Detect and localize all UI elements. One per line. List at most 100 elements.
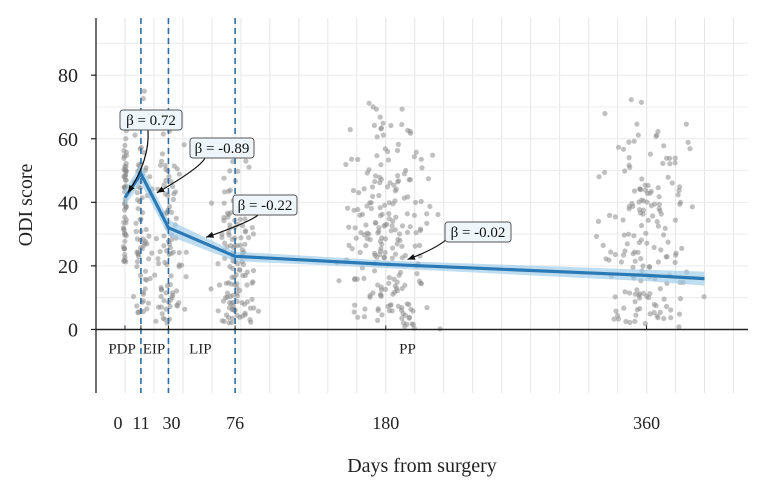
scatter-point [143,226,149,233]
scatter-point [672,155,678,161]
scatter-point [390,245,396,251]
scatter-point [385,303,391,309]
scatter-point [401,171,407,177]
scatter-point [121,258,127,264]
scatter-point [378,287,385,293]
annotation-arrowhead [407,254,416,260]
scatter-point [615,316,622,322]
phase-label: LIP [189,341,212,357]
scatter-point [153,236,159,242]
scatter-point [380,132,386,138]
scatter-point [419,165,425,171]
scatter-point [183,249,189,255]
scatter-point [242,312,248,318]
annotation-label: β = -0.89 [195,141,250,157]
scatter-point [600,242,606,248]
scatter-point [152,272,158,278]
scatter-point [375,307,381,313]
scatter-point [396,178,402,184]
scatter-point [663,303,670,310]
scatter-point [396,231,403,237]
scatter-point [382,222,388,228]
x-tick-label: 76 [226,413,244,433]
scatter-point [366,100,372,106]
scatter-point [362,306,368,312]
scatter-point [669,180,675,186]
scatter-point [638,187,644,193]
scatter-point [632,318,638,324]
scatter-point [388,122,394,129]
scatter-point [689,204,695,210]
scatter-point [134,236,140,242]
scatter-point [158,293,164,300]
scatter-point [372,173,379,179]
scatter-point [595,218,602,224]
fit-line [123,172,705,281]
scatter-point [378,292,384,298]
scatter-point [368,205,374,212]
scatter-point [632,291,638,297]
scatter-point [632,299,638,305]
scatter-point [401,195,407,201]
scatter-point [621,305,627,311]
scatter-point [622,289,628,295]
scatter-point [677,296,684,302]
scatter-point [158,158,165,164]
scatter-point [208,286,214,292]
y-tick-label: 20 [58,256,78,278]
scatter-point [137,272,144,279]
scatter-point [242,228,249,234]
scatter-point [168,178,174,184]
phase-label: PP [399,341,416,357]
scatter-point [381,202,388,208]
scatter-point [363,243,369,249]
scatter-point [626,155,632,161]
scatter-point [386,211,392,217]
scatter-point [615,144,622,150]
scatter-point [643,230,649,236]
scatter-point [418,280,424,286]
scatter-point [644,293,650,299]
scatter-point [232,243,238,249]
scatter-point [224,210,231,216]
scatter-point [121,148,127,154]
scatter-point [656,194,662,200]
scatter-point [628,97,634,103]
annotation-arrowhead [156,186,165,193]
scatter-point [672,259,678,266]
scatter-point [351,309,357,315]
scatter-point [387,180,393,186]
scatter-point [677,199,684,205]
annotation-arrowhead [206,231,215,238]
scatter-point [227,222,233,228]
scatter-point [372,250,378,256]
scatter-point [620,252,627,258]
scatter-point [685,139,691,145]
scatter-point [255,308,262,314]
scatter-point [634,287,640,293]
scatter-point [249,225,255,231]
scatter-point [246,164,252,170]
scatter-point [701,294,707,300]
scatter-point [166,173,172,180]
labels: Days from surgery ODI score [15,164,497,477]
scatter-point [380,120,386,126]
scatter-point [647,264,653,270]
scatter-point [603,256,609,262]
scatter-point [612,294,618,300]
scatter-point [122,238,128,244]
scatter-point [236,267,242,273]
scatter-point [123,161,129,167]
scatter-point [612,214,619,220]
scatter-point [237,216,243,223]
scatter-point [162,316,168,322]
scatter-point [404,211,410,217]
scatter-point [634,121,640,127]
scatter-point [237,314,243,320]
scatter-point [399,243,405,249]
scatter-point [349,156,355,162]
scatter-point [640,207,647,213]
scatter-point [374,134,380,140]
scatter-point [123,168,129,174]
